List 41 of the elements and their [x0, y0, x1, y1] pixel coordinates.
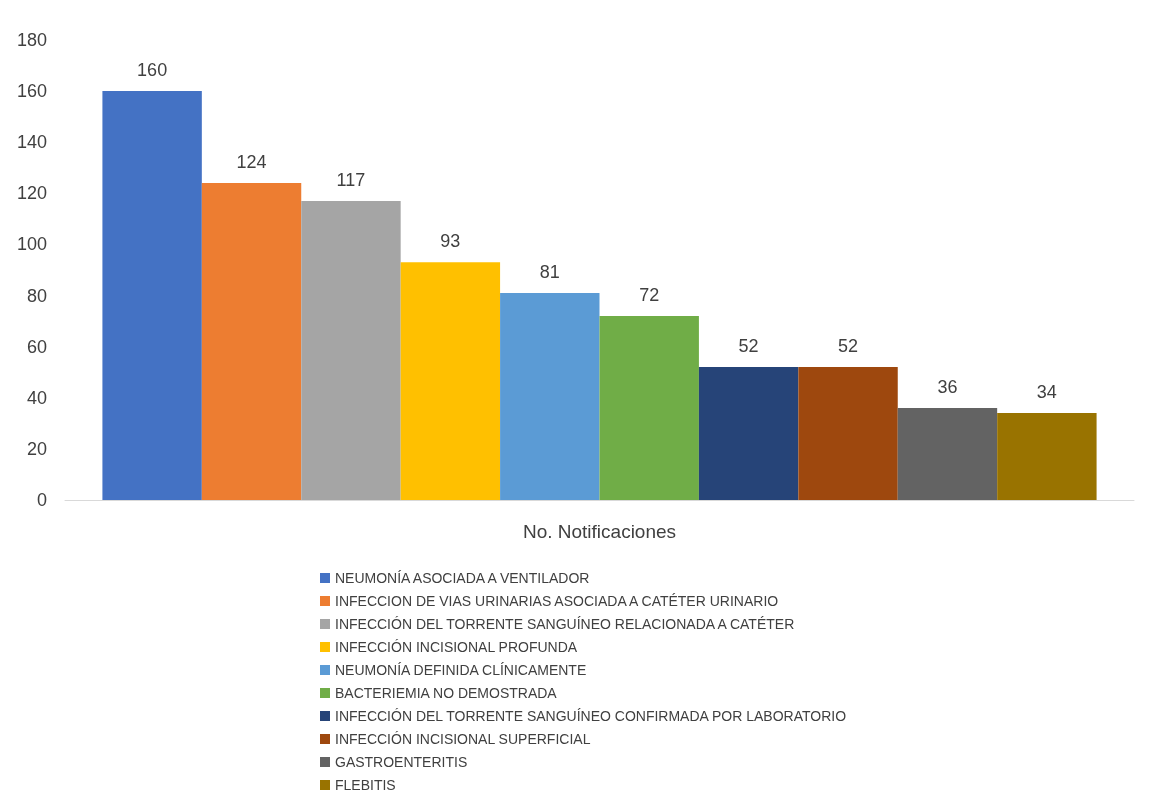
bar: [599, 316, 699, 500]
legend-label: NEUMONÍA DEFINIDA CLÍNICAMENTE: [335, 662, 587, 678]
y-tick-label: 20: [26, 438, 47, 459]
y-tick-label: 100: [16, 234, 47, 255]
data-label: 160: [137, 60, 168, 81]
y-tick-label: 120: [16, 183, 47, 204]
bar: [102, 91, 202, 500]
data-label: 52: [838, 336, 859, 357]
bar: [201, 183, 302, 500]
y-tick-label: 0: [36, 490, 47, 510]
bar: [400, 262, 501, 500]
data-label: 117: [336, 170, 366, 190]
legend-label: FLEBITIS: [335, 777, 396, 793]
y-tick-label: 160: [16, 81, 47, 102]
data-label: 124: [236, 152, 267, 173]
data-label: 72: [639, 285, 660, 305]
x-tick-label: No. Notificaciones: [522, 521, 677, 542]
bar: [997, 413, 1097, 500]
legend-label: INFECCION DE VIAS URINARIAS ASOCIADA A CATÉTER URINARIO: [335, 593, 779, 609]
data-label: 81: [539, 262, 560, 282]
y-tick-label: 140: [16, 132, 47, 153]
bar: [698, 367, 799, 500]
legend-label: INFECCIÓN INCISIONAL SUPERFICIAL: [335, 731, 591, 747]
bar: [301, 201, 401, 500]
legend-label: INFECCIÓN DEL TORRENTE SANGUÍNEO RELACIONADA A CATÉTER: [335, 616, 795, 632]
legend-label: INFECCIÓN INCISIONAL PROFUNDA: [335, 639, 578, 655]
data-label: 52: [738, 336, 759, 357]
legend-label: BACTERIEMIA NO DEMOSTRADA: [335, 685, 558, 701]
data-label: 93: [440, 231, 461, 252]
y-tick-label: 60: [26, 336, 47, 357]
legend-label: NEUMONÍA ASOCIADA A VENTILADOR: [335, 570, 590, 586]
data-label: 36: [937, 377, 958, 397]
y-tick-label: 80: [26, 285, 47, 306]
legend-label: INFECCIÓN DEL TORRENTE SANGUÍNEO CONFIRMADA POR LABORATORIO: [335, 708, 847, 724]
y-tick-label: 180: [16, 30, 47, 50]
bar: [798, 367, 898, 500]
data-label: 34: [1036, 382, 1057, 403]
y-tick-label: 40: [26, 387, 47, 408]
bar: [897, 408, 998, 500]
legend-label: GASTROENTERITIS: [335, 754, 468, 770]
bar: [500, 293, 600, 500]
